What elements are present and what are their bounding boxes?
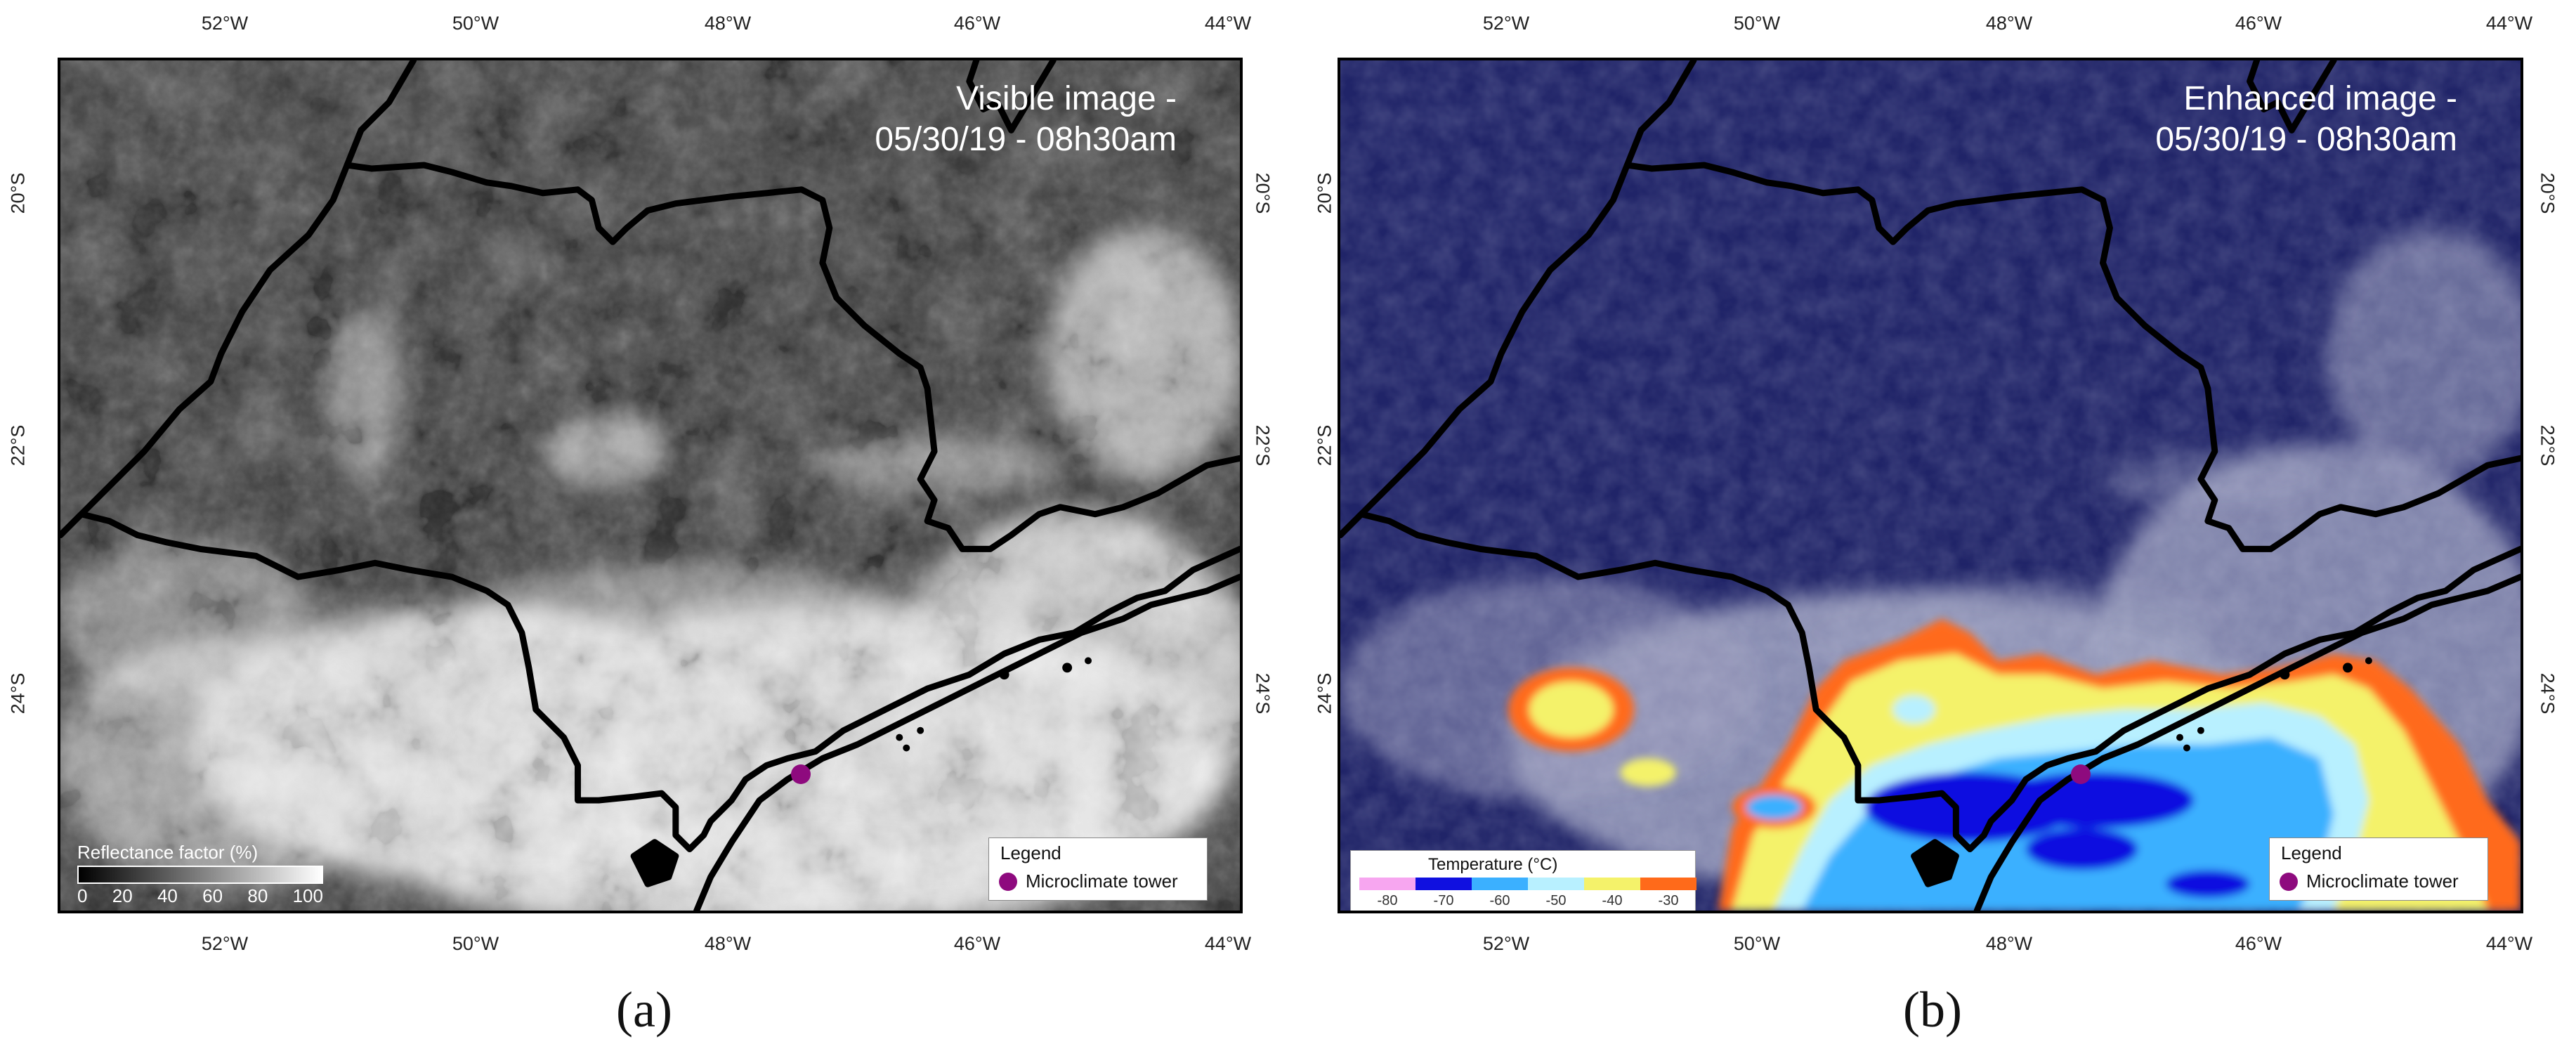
microclimate-tower-marker [791,764,811,784]
temp-swatch [1584,878,1640,890]
visible-title-line1: Visible image - [956,80,1177,117]
reflectance-tick: 0 [77,885,88,906]
lat-tick-right: 24°S [1252,672,1274,715]
lat-tick-left: 24°S [1314,672,1335,715]
temperature-scale-title: Temperature (°C) [1428,855,1558,874]
lat-tick-right: 22°S [1252,424,1274,467]
reflectance-scale-title: Reflectance factor (%) [77,842,259,863]
tower-dot-icon [2280,872,2298,891]
enhanced-title-line2: 05/30/19 - 08h30am [2155,121,2457,158]
legend-box: Legend Microclimate tower [988,837,1208,901]
temperature-swatches [1359,878,1696,890]
temp-tick: -60 [1489,893,1510,908]
legend-item-tower: Microclimate tower [2280,871,2459,892]
reflectance-scale: Reflectance factor (%) 0 20 40 60 80 100 [70,842,323,906]
lat-tick-right: 24°S [2537,672,2558,715]
enhanced-image-title: Enhanced image - 05/30/19 - 08h30am [2155,79,2457,160]
temp-swatch [1528,878,1584,890]
legend-title: Legend [1000,842,1061,863]
lon-tick-top: 46°W [2235,13,2282,34]
lon-tick-bottom: 44°W [1204,933,1252,954]
lon-tick-bottom: 52°W [1482,933,1530,954]
lon-tick-bottom: 48°W [704,933,752,954]
lat-tick-left: 22°S [7,424,29,467]
lon-tick-bottom: 50°W [1733,933,1781,954]
legend-box: Legend Microclimate tower [2269,837,2488,901]
legend-item-label: Microclimate tower [2306,871,2459,892]
lat-tick-left: 22°S [1314,424,1335,467]
lon-tick-top: 48°W [1985,13,2033,34]
lon-tick-top: 50°W [1733,13,1781,34]
panel-enhanced-image: 52°W 50°W 48°W 46°W 44°W 52°W 50°W 48°W … [1288,0,2576,1056]
panel-visible-image: 52°W 50°W 48°W 46°W 44°W 52°W 50°W 48°W … [7,13,1274,1038]
lon-tick-top: 46°W [953,13,1001,34]
lon-tick-bottom: 46°W [953,933,1001,954]
tower-dot-icon [999,872,1017,891]
reflectance-scale-ticks: 0 20 40 60 80 100 [77,885,323,907]
microclimate-tower-marker [2071,764,2091,784]
lon-tick-top: 52°W [201,13,249,34]
lat-tick-right: 20°S [2537,172,2558,214]
reflectance-tick: 100 [292,885,323,906]
temp-swatch [1640,878,1696,890]
visible-map: Visible image - 05/30/19 - 08h30am Refle… [58,58,1243,913]
lat-tick-left: 20°S [7,172,29,214]
reflectance-tick: 40 [157,885,178,906]
temp-swatch [1416,878,1472,890]
visible-image-title: Visible image - 05/30/19 - 08h30am [875,79,1177,160]
lat-tick-left: 24°S [7,672,29,715]
temp-tick: -30 [1658,893,1679,908]
temp-swatch [1359,878,1416,890]
panel-label-a: (a) [616,982,672,1038]
temperature-scale: Temperature (°C) -80 -70 -60 -50 -40 -30 [1350,850,1696,911]
reflectance-gradient-bar [77,866,323,884]
lon-tick-top: 48°W [704,13,752,34]
temp-tick: -70 [1433,893,1454,908]
temp-swatch [1472,878,1528,890]
visible-map-canvas [60,60,1240,911]
lon-tick-top: 44°W [2485,13,2533,34]
visible-title-line2: 05/30/19 - 08h30am [875,121,1177,158]
enhanced-map: Enhanced image - 05/30/19 - 08h30am Temp… [1338,58,2523,913]
lon-tick-bottom: 52°W [201,933,249,954]
lon-tick-top: 44°W [1204,13,1252,34]
lon-tick-top: 50°W [452,13,499,34]
legend-title: Legend [2281,842,2342,863]
lon-tick-bottom: 50°W [452,933,499,954]
lon-tick-bottom: 46°W [2235,933,2282,954]
legend-item-label: Microclimate tower [1026,871,1178,892]
temp-tick: -80 [1377,893,1398,908]
lat-tick-right: 20°S [1252,172,1274,214]
lon-tick-top: 52°W [1482,13,1530,34]
panel-label-b: (b) [1903,982,1962,1038]
lat-tick-right: 22°S [2537,424,2558,467]
reflectance-tick: 80 [247,885,268,906]
enhanced-title-line1: Enhanced image - [2183,80,2457,117]
temp-tick: -50 [1545,893,1567,908]
legend-item-tower: Microclimate tower [999,871,1178,892]
reflectance-tick: 60 [202,885,223,906]
lon-tick-bottom: 44°W [2485,933,2533,954]
lat-tick-left: 20°S [1314,172,1335,214]
enhanced-map-canvas [1340,60,2521,911]
reflectance-tick: 20 [112,885,133,906]
lon-tick-bottom: 48°W [1985,933,2033,954]
temp-tick: -40 [1602,893,1623,908]
